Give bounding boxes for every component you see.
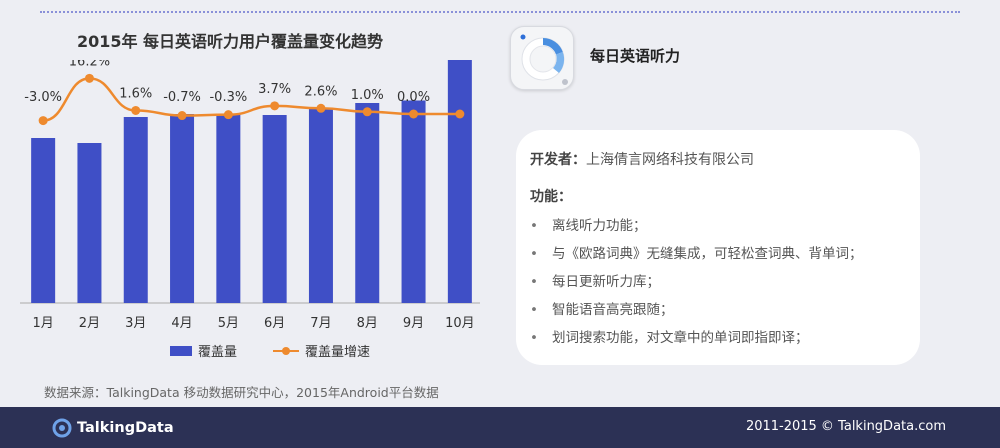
app-icon [510,26,574,90]
legend-bar-label: 覆盖量 [198,345,238,360]
growth-point [409,109,419,119]
footer-bar: TalkingData 2011-2015 © TalkingData.com [0,407,1000,448]
growth-point [177,111,187,121]
app-name: 每日英语听力 [590,47,681,65]
app-info-card: 开发者：上海倩言网络科技有限公司 功能： 离线听力功能； 与《欧路词典》无缝集成… [516,130,920,365]
bar-coverage [31,138,56,303]
data-source-note: 数据来源：TalkingData 移动数据研究中心，2015年Android平台… [44,385,439,400]
bar-coverage [216,114,241,303]
x-tick-label: 3月 [125,316,146,331]
bar-coverage [355,103,380,303]
feature-item: 与《欧路词典》无缝集成，可轻松查词典、背单词； [530,240,863,268]
growth-data-label: 16.2% [69,60,110,69]
x-tick-label: 5月 [218,316,239,331]
x-tick-label: 9月 [403,316,424,331]
growth-data-label: -3.0% [24,90,62,105]
bar-coverage [308,108,333,303]
bar-coverage [447,60,472,303]
talkingdata-logo: TalkingData [52,418,174,438]
feature-item: 离线听力功能； [530,212,863,240]
growth-data-label: 1.0% [351,88,384,103]
legend-line-label: 覆盖量增速 [305,345,371,360]
features-list: 离线听力功能； 与《欧路词典》无缝集成，可轻松查词典、背单词； 每日更新听力库；… [530,212,863,352]
growth-data-label: -0.7% [163,90,201,105]
growth-point [362,107,372,117]
developer-value: 上海倩言网络科技有限公司 [586,152,754,168]
feature-item: 划词搜索功能，对文章中的单词即指即译； [530,324,863,352]
x-tick-label: 10月 [445,316,475,331]
bar-coverage [123,117,148,303]
growth-data-label: -0.3% [209,90,247,105]
growth-data-label: 2.6% [304,84,337,99]
chart-legend: 覆盖量 覆盖量增速 [170,341,370,360]
bar-coverage [170,114,195,303]
x-tick-label: 8月 [357,316,378,331]
x-tick-label: 6月 [264,316,285,331]
growth-line [42,77,460,122]
developer-line: 开发者：上海倩言网络科技有限公司 [530,149,754,169]
feature-item: 智能语音高亮跟随； [530,296,863,324]
growth-data-label: 1.6% [119,86,152,101]
app-dial-icon [520,34,568,85]
growth-point [223,110,233,120]
growth-point [131,105,141,115]
coverage-chart: 1月 2月 3月 4月 5月 6月 7月 8月 9月 10月 -3.0% 16.2% 1.6% -0.7%… [20,60,480,331]
growth-data-label: 3.7% [258,82,291,97]
legend-bar-swatch [170,345,192,356]
growth-point [316,103,326,113]
growth-point [38,116,48,126]
growth-point [270,101,280,111]
bar-coverage [77,143,102,303]
bar-coverage [262,115,287,303]
legend-item-line: 覆盖量增速 [273,341,370,360]
growth-data-label: 0.0% [397,90,430,105]
bar-coverage [401,100,426,303]
developer-key: 开发者： [530,152,586,168]
growth-point [84,73,94,83]
copyright-text: 2011-2015 © TalkingData.com [745,419,946,434]
legend-line-swatch [273,346,300,356]
logo-text: TalkingData [77,420,174,436]
x-tick-label: 1月 [33,316,54,331]
top-dotted-divider [40,11,960,13]
x-tick-label: 7月 [310,316,331,331]
growth-point [455,109,465,119]
feature-item: 每日更新听力库； [530,268,863,296]
features-title: 功能： [530,189,572,205]
x-tick-label: 2月 [79,316,100,331]
x-tick-label: 4月 [171,316,192,331]
chart-title: 2015年 每日英语听力用户覆盖量变化趋势 [76,32,384,51]
legend-item-bar: 覆盖量 [170,341,237,360]
logo-mark-icon [52,418,72,438]
